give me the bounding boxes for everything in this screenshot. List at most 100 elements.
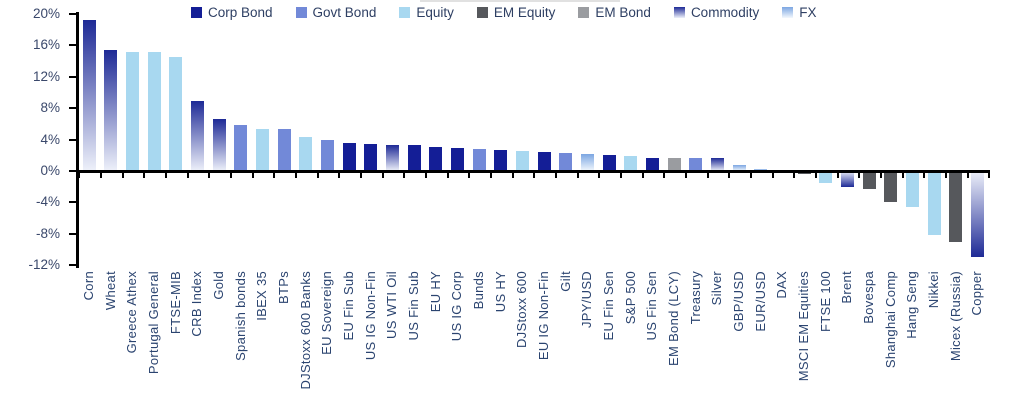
- y-axis-tick: [69, 75, 76, 78]
- bar-em-bond-lcy-: [667, 157, 681, 171]
- legend-item-commodity: Commodity: [673, 5, 759, 20]
- x-axis-tick: [208, 172, 211, 178]
- x-axis-label: Treasury: [687, 271, 703, 325]
- x-axis-label: CRB Index: [189, 271, 205, 337]
- bar-us-ig-non-fin: [364, 144, 378, 171]
- x-axis-label: DJStoxx 600 Banks: [297, 271, 313, 390]
- x-axis-tick: [858, 172, 861, 178]
- x-axis-tick: [164, 172, 167, 178]
- x-axis-label: Gilt: [557, 271, 573, 292]
- x-axis-label: Copper: [969, 271, 985, 316]
- x-axis-label: Spanish bonds: [232, 271, 248, 361]
- x-axis-label: Greece Athex: [124, 271, 140, 354]
- bar-eu-hy: [429, 146, 443, 171]
- x-axis-label: EU Sovereign: [319, 271, 335, 355]
- bar-crb-index: [190, 101, 204, 171]
- x-axis-tick: [359, 172, 362, 178]
- x-axis-tick: [771, 172, 774, 178]
- legend-swatch-icon: [476, 7, 488, 18]
- y-axis-tick: [69, 232, 76, 235]
- x-axis-tick: [381, 172, 384, 178]
- x-axis-tick: [706, 172, 709, 178]
- legend-swatch-icon: [673, 7, 685, 18]
- y-axis-tick: [69, 107, 76, 110]
- bar-portugal-general: [147, 52, 161, 171]
- bar-treasury: [689, 158, 703, 171]
- bar-us-fin-sub: [407, 145, 421, 171]
- y-axis-tick: [69, 201, 76, 204]
- x-axis-label: US Fin Sub: [406, 271, 422, 341]
- x-axis-tick: [966, 172, 969, 178]
- x-axis-tick: [273, 172, 276, 178]
- x-axis-tick: [446, 172, 449, 178]
- bar-spanish-bonds: [234, 124, 248, 171]
- x-axis-label: IBEX 35: [254, 271, 270, 321]
- x-axis-tick: [749, 172, 752, 178]
- x-axis-label: US IG Non-Fin: [362, 271, 378, 361]
- x-axis-tick: [316, 172, 319, 178]
- x-axis-tick: [511, 172, 514, 178]
- x-axis-tick: [533, 172, 536, 178]
- x-axis-label: DAX: [774, 271, 790, 299]
- x-axis-label: MSCI EM Equities: [796, 271, 812, 382]
- x-axis-tick: [814, 172, 817, 178]
- x-axis-tick: [338, 172, 341, 178]
- x-axis-label: Nikkei: [926, 271, 942, 309]
- y-axis-label: 12%: [32, 68, 60, 84]
- legend-item-em-equity: EM Equity: [476, 5, 555, 20]
- bar-eu-ig-non-fin: [537, 152, 551, 171]
- x-axis-tick: [663, 172, 666, 178]
- bar-jpy-usd: [580, 153, 594, 171]
- x-axis-label: JPY/USD: [579, 271, 595, 329]
- legend-label: Equity: [416, 5, 454, 20]
- bar-eu-fin-sen: [602, 154, 616, 171]
- bar-eu-sovereign: [320, 140, 334, 171]
- x-axis-tick: [684, 172, 687, 178]
- legend-label: Corp Bond: [208, 5, 273, 20]
- legend-item-fx: FX: [782, 5, 816, 20]
- y-axis-tick: [69, 170, 76, 172]
- x-axis-label: Brent: [839, 271, 855, 304]
- x-axis-tick: [186, 172, 189, 178]
- x-axis-label: BTPs: [276, 271, 292, 304]
- x-axis-tick: [143, 172, 146, 178]
- bar-msci-em-equities: [797, 171, 811, 175]
- x-axis-tick: [879, 172, 882, 178]
- bar-djstoxx-600-banks: [299, 137, 313, 171]
- bar-s-p-500: [624, 156, 638, 171]
- x-axis-label: EU Fin Sub: [341, 271, 357, 341]
- x-axis-tick: [489, 172, 492, 178]
- bar-bovespa: [862, 171, 876, 190]
- x-axis-label: EUR/USD: [752, 271, 768, 332]
- x-axis-label: Bunds: [471, 271, 487, 310]
- bar-shanghai-comp: [884, 171, 898, 203]
- y-axis-label: 16%: [32, 37, 60, 53]
- y-axis-label: 8%: [40, 100, 60, 116]
- bar-gold: [212, 119, 226, 171]
- x-axis-tick: [598, 172, 601, 178]
- y-axis-label: 0%: [40, 163, 60, 178]
- legend-item-govt-bond: Govt Bond: [295, 5, 377, 20]
- bar-corn: [82, 20, 96, 171]
- bar-ftse-mib: [169, 57, 183, 171]
- legend-swatch-icon: [295, 7, 307, 18]
- x-axis-label: Shanghai Comp: [882, 271, 898, 369]
- x-axis-tick: [793, 172, 796, 178]
- legend-label: Govt Bond: [312, 5, 377, 20]
- legend-item-corp-bond: Corp Bond: [191, 5, 273, 20]
- x-axis-label: Wheat: [102, 271, 118, 311]
- y-axis-tick: [69, 44, 76, 47]
- x-axis-label: EU IG Non-Fin: [536, 271, 552, 361]
- legend-swatch-icon: [782, 7, 794, 18]
- x-axis-tick: [403, 172, 406, 178]
- cropped-title-artifact: [420, 0, 620, 2]
- x-axis-label: US Fin Sen: [644, 271, 660, 341]
- bar-bunds: [472, 149, 486, 171]
- y-axis-tick: [69, 264, 76, 267]
- y-axis-line: [76, 12, 79, 268]
- bar-djstoxx-600: [515, 151, 529, 171]
- x-axis-label: Hang Seng: [904, 271, 920, 339]
- x-axis-tick: [424, 172, 427, 178]
- bar-nikkei: [927, 171, 941, 236]
